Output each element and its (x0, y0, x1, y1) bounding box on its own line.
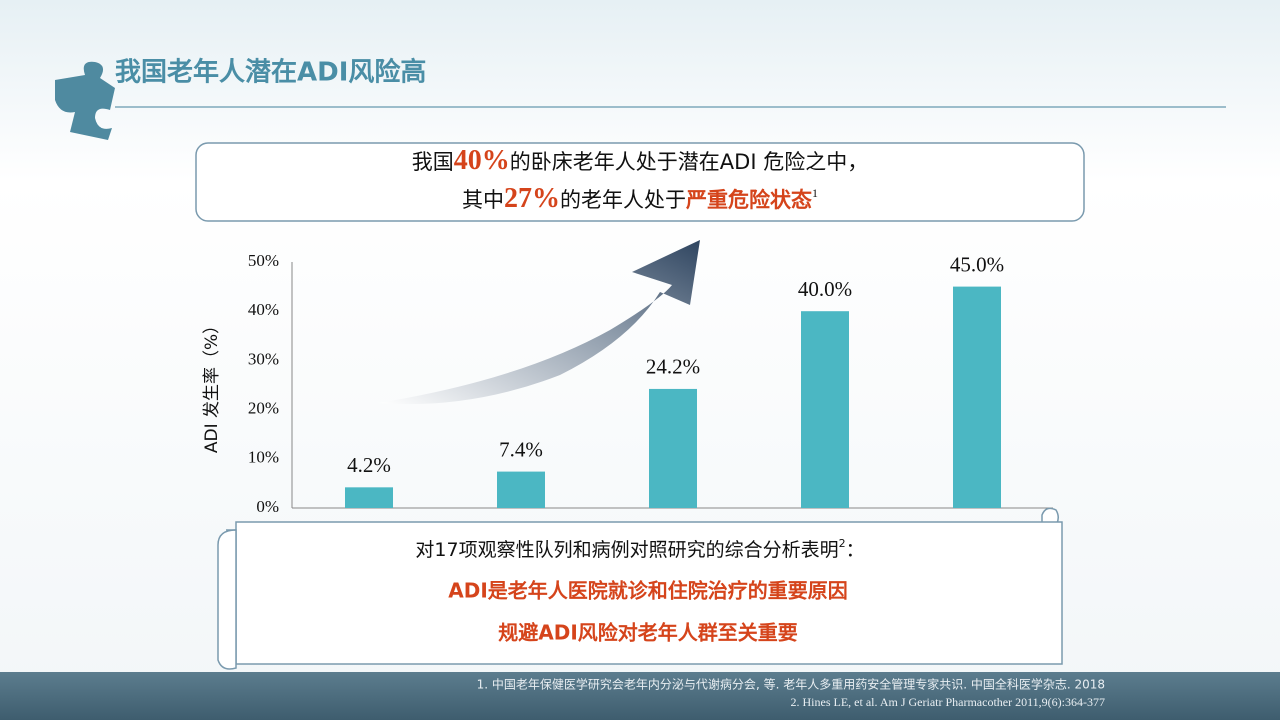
bar (497, 471, 545, 508)
y-tick-label: 40% (248, 300, 279, 319)
reference: 2. Hines LE, et al. Am J Geriatr Pharmac… (791, 695, 1105, 709)
bar (953, 286, 1001, 508)
callout-highlight: 严重危险状态 (686, 188, 812, 212)
callout-highlight: 27% (504, 183, 560, 214)
callout-highlight: 40% (454, 145, 510, 176)
callout-line: 其中27%的老年人处于严重危险状态1 (462, 183, 818, 214)
value-label: 24.2% (646, 355, 700, 379)
callout-text: 我国 (412, 150, 454, 174)
y-tick-label: 20% (248, 399, 279, 418)
callout-box (195, 142, 1085, 222)
footnote-ref: 1 (812, 186, 818, 200)
puzzle-icon (55, 61, 115, 140)
value-label: 40.0% (798, 277, 852, 301)
note-emphasis: 规避ADI风险对老年人群至关重要 (498, 621, 798, 645)
callout-text: 的卧床老年人处于潜在ADI 危险之中， (510, 150, 868, 174)
note-text: ： (846, 539, 865, 561)
note-emphasis: ADI是老年人医院就诊和住院治疗的重要原因 (448, 579, 848, 603)
chart: ADI 发生率（%） 0% 10% 20% 30% 40% 50% 4.2% 7.4% 24.2… (202, 240, 1053, 516)
callout-text: 的老年人处于 (560, 188, 686, 212)
value-label: 7.4% (499, 437, 543, 461)
callout-text: 其中 (462, 188, 504, 212)
bar (649, 388, 697, 508)
bar (345, 487, 393, 508)
value-label: 4.2% (347, 453, 391, 477)
trend-arrow (378, 240, 700, 405)
reference: 1. 中国老年保健医学研究会老年内分泌与代谢病分会, 等. 老年人多重用药安全管… (477, 677, 1105, 692)
note-text: 对17项观察性队列和病例对照研究的综合分析表明 (415, 539, 838, 561)
y-tick-label: 10% (248, 448, 279, 467)
callout-line: 我国40%的卧床老年人处于潜在ADI 危险之中， (412, 145, 868, 176)
y-tick-label: 0% (256, 497, 279, 516)
footer-bar (0, 672, 1280, 720)
footnote-ref: 2 (839, 537, 846, 550)
note-scroll (235, 521, 1063, 665)
note-line: 对17项观察性队列和病例对照研究的综合分析表明2： (415, 537, 864, 561)
bar (801, 311, 849, 508)
y-tick-label: 30% (248, 349, 279, 368)
scroll-curl (217, 529, 237, 670)
y-axis-label: ADI 发生率（%） (202, 317, 222, 453)
slide-title: 我国老年人潜在ADI风险高 (115, 57, 426, 88)
value-label: 45.0% (950, 252, 1004, 276)
y-tick-label: 50% (248, 251, 279, 270)
